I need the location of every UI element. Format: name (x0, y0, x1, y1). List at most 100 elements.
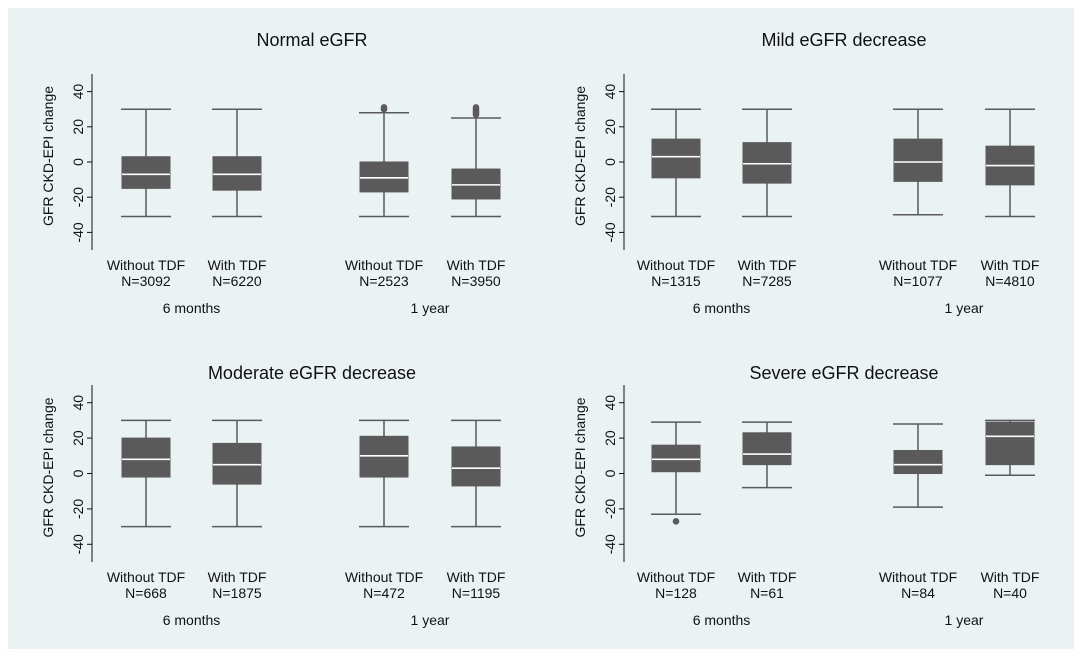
sample-size-label: N=472 (363, 585, 405, 601)
iqr-box (742, 432, 792, 466)
x-tick-label: With TDF (738, 569, 797, 585)
x-tick-label: Without TDF (107, 569, 185, 585)
sample-size-label: N=1875 (212, 585, 262, 601)
panel-3: Moderate eGFR decrease -40 -20 0 20 40 GFR CKD… (40, 363, 506, 628)
y-tick-label: 0 (602, 158, 618, 166)
panel-2: Mild eGFR decrease -40 -20 0 20 40 GFR CKD-EPI… (572, 30, 1040, 316)
sample-size-label: N=3092 (121, 273, 171, 289)
group-label: 6 months (693, 300, 751, 316)
iqr-box (451, 446, 501, 487)
y-tick-label: 0 (70, 158, 86, 166)
sample-size-label: N=61 (750, 585, 784, 601)
sample-size-label: N=7285 (742, 273, 792, 289)
y-tick-label: 20 (602, 430, 618, 446)
y-tick-label: 40 (70, 395, 86, 411)
x-tick-label: Without TDF (107, 257, 185, 273)
y-tick-label: -40 (602, 222, 618, 242)
iqr-box (742, 142, 792, 184)
x-tick-label: With TDF (447, 257, 506, 273)
x-tick-label: Without TDF (879, 569, 957, 585)
group-label: 6 months (693, 612, 751, 628)
sample-size-label: N=1077 (893, 273, 943, 289)
y-axis-label: GFR CKD-EPI change (572, 86, 588, 226)
y-tick-label: 40 (602, 84, 618, 100)
group-label: 1 year (411, 300, 450, 316)
group-label: 1 year (411, 612, 450, 628)
group-label: 6 months (163, 300, 221, 316)
sample-size-label: N=668 (125, 585, 167, 601)
panel-1: Normal eGFR -40 -20 0 20 40 GFR CKD-EPI change… (40, 30, 506, 316)
sample-size-label: N=2523 (359, 273, 409, 289)
y-tick-label: 40 (602, 395, 618, 411)
y-tick-label: -20 (602, 187, 618, 207)
outlier-point (380, 104, 388, 111)
iqr-box (359, 435, 409, 478)
x-tick-label: Without TDF (637, 569, 715, 585)
y-tick-label: -20 (70, 187, 86, 207)
y-tick-label: 20 (602, 119, 618, 135)
iqr-box (893, 138, 943, 182)
y-tick-label: -20 (602, 499, 618, 519)
y-tick-label: 40 (70, 84, 86, 100)
iqr-box (651, 138, 701, 179)
y-tick-label: 20 (70, 430, 86, 446)
iqr-box (651, 444, 701, 473)
x-tick-label: With TDF (447, 569, 506, 585)
y-tick-label: 20 (70, 119, 86, 135)
x-tick-label: Without TDF (879, 257, 957, 273)
x-tick-label: With TDF (981, 569, 1040, 585)
x-tick-label: With TDF (208, 257, 267, 273)
panel-title: Normal eGFR (256, 30, 367, 50)
iqr-box (985, 421, 1035, 466)
y-tick-label: 0 (602, 469, 618, 477)
iqr-box (893, 449, 943, 474)
outlier-point (472, 104, 480, 111)
y-axis-label: GFR CKD-EPI change (40, 397, 56, 537)
y-axis-label: GFR CKD-EPI change (40, 86, 56, 226)
x-tick-label: Without TDF (345, 569, 423, 585)
y-tick-label: -40 (70, 222, 86, 242)
panel-title: Severe eGFR decrease (749, 363, 938, 383)
y-tick-label: 0 (70, 469, 86, 477)
y-axis-label: GFR CKD-EPI change (572, 397, 588, 537)
iqr-box (121, 156, 171, 189)
x-tick-label: With TDF (208, 569, 267, 585)
x-tick-label: Without TDF (345, 257, 423, 273)
x-tick-label: With TDF (981, 257, 1040, 273)
group-label: 1 year (945, 612, 984, 628)
panel-4: Severe eGFR decrease -40 -20 0 20 40 GFR CKD-E… (572, 363, 1040, 628)
iqr-box (212, 442, 262, 485)
y-tick-label: -20 (70, 499, 86, 519)
sample-size-label: N=84 (901, 585, 935, 601)
iqr-box (121, 437, 171, 478)
x-tick-label: With TDF (738, 257, 797, 273)
x-tick-label: Without TDF (637, 257, 715, 273)
sample-size-label: N=6220 (212, 273, 262, 289)
sample-size-label: N=3950 (451, 273, 501, 289)
group-label: 6 months (163, 612, 221, 628)
iqr-box (359, 161, 409, 193)
outlier-point (672, 517, 680, 525)
y-tick-label: -40 (602, 534, 618, 554)
sample-size-label: N=1315 (651, 273, 701, 289)
sample-size-label: N=40 (993, 585, 1027, 601)
panel-title: Mild eGFR decrease (761, 30, 926, 50)
sample-size-label: N=4810 (985, 273, 1035, 289)
